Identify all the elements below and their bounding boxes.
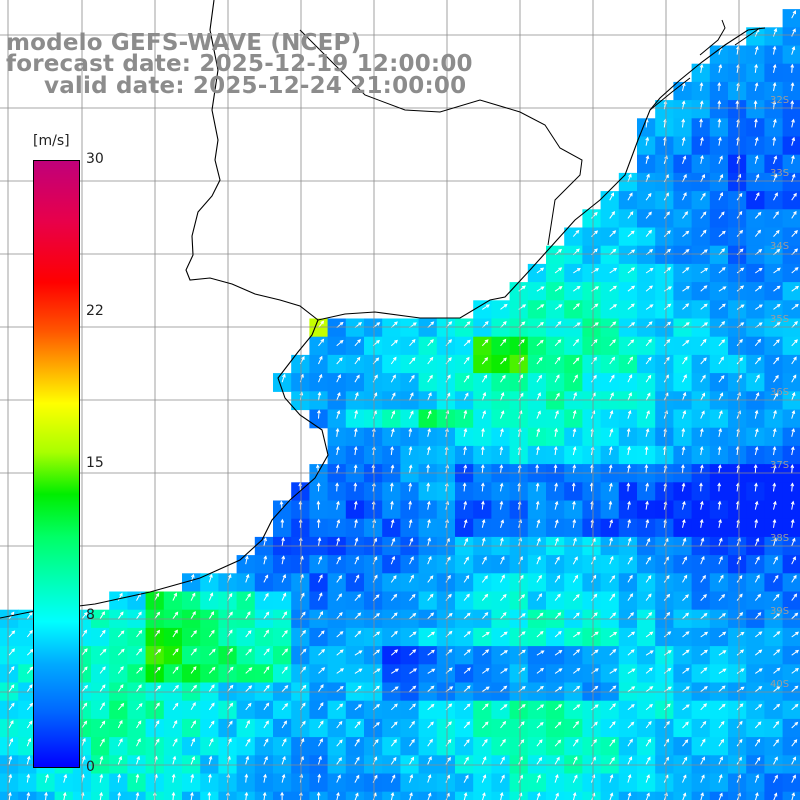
colorbar-tick-15: 15 <box>86 455 104 471</box>
model-title: modelo GEFS-WAVE (NCEP) <box>6 30 362 56</box>
colorbar-tick-30: 30 <box>86 151 104 167</box>
colorbar <box>33 160 80 768</box>
coastline <box>0 0 329 619</box>
border-line-east <box>699 19 761 56</box>
coastline-river-plate <box>317 27 766 321</box>
lat-label-32s: 32S <box>770 95 789 106</box>
valid-date: valid date: 2025-12-24 21:00:00 <box>44 73 467 99</box>
lat-label-37s: 37S <box>770 460 789 471</box>
lat-label-34s: 34S <box>770 241 789 252</box>
lat-label-38s: 38S <box>770 533 789 544</box>
border-line <box>299 29 691 246</box>
lat-label-40s: 40S <box>770 679 789 690</box>
colorbar-tick-0: 0 <box>86 759 95 775</box>
lat-label-35s: 35S <box>770 314 789 325</box>
colorbar-tick-8: 8 <box>86 607 95 623</box>
forecast-date: forecast date: 2025-12-19 12:00:00 <box>6 51 473 77</box>
lat-label-39s: 39S <box>770 606 789 617</box>
lat-label-33s: 33S <box>770 168 789 179</box>
latitude-labels: 32S 33S 34S 35S 36S 37S 38S 39S 40S <box>770 95 789 690</box>
colorbar-tick-22: 22 <box>86 303 104 319</box>
colorbar-unit: [m/s] <box>33 133 70 149</box>
lat-label-36s: 36S <box>770 387 789 398</box>
